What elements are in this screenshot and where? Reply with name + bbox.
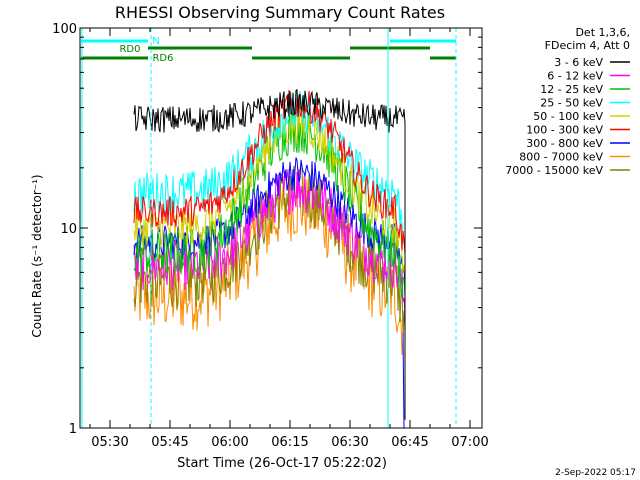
series-line — [133, 88, 406, 134]
series-line — [133, 89, 406, 255]
legend-label: 7000 - 15000 keV — [505, 164, 603, 177]
x-tick-label: 05:30 — [91, 435, 128, 450]
state-label-n: N — [152, 36, 159, 47]
legend-label: 50 - 100 keV — [533, 110, 603, 123]
series-line — [133, 164, 406, 333]
legend-label: 800 - 7000 keV — [519, 151, 603, 164]
chart-title: RHESSI Observing Summary Count Rates — [115, 3, 445, 22]
y-ticks: 1 10 100 — [52, 22, 482, 437]
x-ticks: 05:30 05:45 06:00 06:15 06:30 06:45 07:00 — [89, 28, 489, 450]
x-tick-label: 07:00 — [451, 435, 488, 450]
footer-timestamp: 2-Sep-2022 05:17 — [555, 468, 636, 478]
x-axis-label: Start Time (26-Oct-17 05:22:02) — [177, 456, 387, 471]
y-tick-label: 1 — [69, 422, 77, 437]
series-drop-blue — [402, 332, 405, 428]
y-tick-label: 100 — [52, 22, 77, 37]
series-line — [133, 105, 406, 276]
legend-label: 100 - 300 keV — [526, 124, 603, 137]
legend-label: 12 - 25 keV — [540, 83, 603, 96]
legend-label: 3 - 6 keV — [554, 56, 603, 69]
x-tick-label: 06:00 — [211, 435, 248, 450]
y-axis-label: Count Rate (s⁻¹ detector⁻¹) — [30, 174, 44, 337]
state-label-rd6: RD6 — [152, 53, 173, 64]
x-tick-label: 06:30 — [331, 435, 368, 450]
y-tick-label: 10 — [60, 222, 77, 237]
legend-label: 25 - 50 keV — [540, 97, 603, 110]
legend-header-line: FDecim 4, Att 0 — [545, 39, 630, 52]
legend-header-line: Det 1,3,6, — [575, 26, 630, 39]
x-tick-label: 06:15 — [271, 435, 308, 450]
series-line — [133, 157, 406, 287]
series-group — [133, 88, 406, 428]
legend-label: 300 - 800 keV — [526, 137, 603, 150]
state-bars: N RD0 RD6 — [81, 36, 456, 64]
legend-label: 6 - 12 keV — [547, 70, 603, 83]
x-tick-label: 05:45 — [151, 435, 188, 450]
state-label-rd0: RD0 — [119, 44, 140, 55]
x-tick-label: 06:45 — [391, 435, 428, 450]
